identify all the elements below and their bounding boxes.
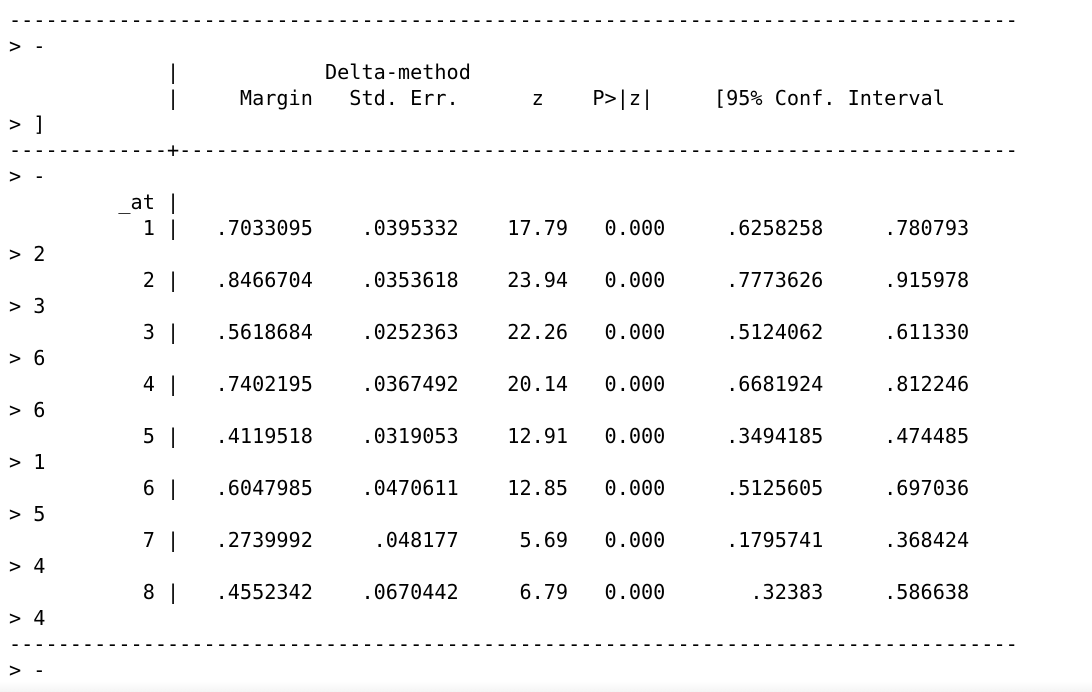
table-row: 7 | .2739992 .048177 5.69 0.000 .1795741… [9,528,970,552]
wrap-marker: > - [9,164,46,188]
table-top-rule: ----------------------------------------… [9,8,1018,32]
wrap-marker: > 2 [9,242,46,266]
header-separator-rule: -------------+--------------------------… [9,138,1018,162]
wrap-marker: > - [9,658,46,682]
wrap-marker: > 4 [9,554,46,578]
window-bottom-edge [0,682,1092,692]
table-row: 3 | .5618684 .0252363 22.26 0.000 .51240… [9,320,970,344]
table-row: 8 | .4552342 .0670442 6.79 0.000 .32383 … [9,580,970,604]
wrap-marker: > 3 [9,294,46,318]
table-row: 2 | .8466704 .0353618 23.94 0.000 .77736… [9,268,970,292]
table-row: 6 | .6047985 .0470611 12.85 0.000 .51256… [9,476,970,500]
wrap-marker: > 1 [9,450,46,474]
wrap-marker: > 4 [9,606,46,630]
wrap-marker: > 6 [9,398,46,422]
row-group-label-at: _at | [9,190,180,214]
table-row: 5 | .4119518 .0319053 12.91 0.000 .34941… [9,424,970,448]
wrap-marker: > 5 [9,502,46,526]
table-row: 4 | .7402195 .0367492 20.14 0.000 .66819… [9,372,970,396]
table-row: 1 | .7033095 .0395332 17.79 0.000 .62582… [9,216,970,240]
table-bottom-rule: ----------------------------------------… [9,632,1018,656]
header-line-1: | Delta-method [9,60,471,84]
wrap-marker: > ] [9,112,46,136]
wrap-marker: > 6 [9,346,46,370]
wrap-marker: > - [9,34,46,58]
header-line-2: | Margin Std. Err. z P>|z| [95% Conf. In… [9,86,945,110]
